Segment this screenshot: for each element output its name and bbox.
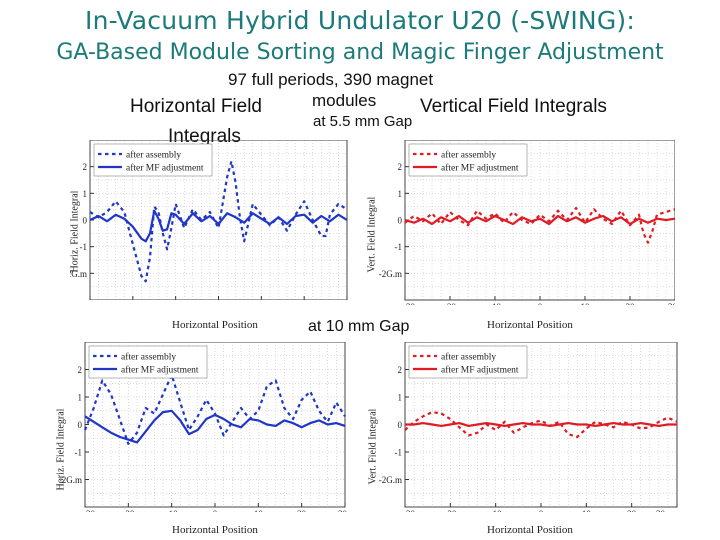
x-tick-label: 20 — [627, 509, 637, 512]
y-tick-label: 2 — [398, 162, 403, 172]
x-tick-label: -10 — [489, 302, 501, 305]
page-title: In-Vacuum Hybrid Undulator U20 (-SWING): — [85, 6, 635, 35]
series-line-after-mf-adjustment — [404, 214, 675, 226]
chart-v55: 210-1-2G.m-30mm-20-100102030after assemb… — [379, 140, 675, 305]
series-line-after-assembly — [89, 160, 348, 283]
x-tick-label: 30 — [338, 509, 348, 512]
y-tick-label: 1 — [83, 189, 88, 199]
y-tick-label: -1 — [80, 242, 88, 252]
x-tick-label: -30mm — [83, 509, 109, 512]
y-tick-label: 1 — [398, 393, 403, 403]
x-tick-label: -20 — [444, 302, 456, 305]
y-tick-label: -2G.m — [70, 269, 87, 279]
periods-note: 97 full periods, 390 magnet — [228, 70, 434, 89]
x-tick-label: 0 — [213, 509, 218, 512]
h10-xlabel: Horizontal Position — [172, 524, 258, 536]
y-tick-label: 2 — [398, 365, 403, 375]
x-tick-label: -30 — [403, 509, 415, 512]
y-tick-label: 0 — [398, 216, 403, 226]
x-tick-label: 0 — [539, 509, 544, 512]
legend-label: after assembly — [126, 150, 181, 161]
chart-h55: 210-1-2G.m-30mm-20-100102030after assemb… — [70, 140, 348, 300]
legend-label: after MF adjustment — [441, 365, 519, 376]
left-heading-line2: Integrals — [168, 126, 241, 147]
legend-label: after MF adjustment — [121, 365, 199, 376]
y-tick-label: -1 — [395, 448, 403, 458]
y-tick-label: -1 — [75, 448, 83, 458]
y-tick-label: -2G.m — [379, 269, 402, 279]
x-tick-label: 10 — [582, 509, 592, 512]
v10-ylabel: Vert. Field Integral — [367, 408, 379, 485]
x-tick-label: 20 — [626, 302, 636, 305]
series-line-after-mf-adjustment — [405, 422, 677, 427]
legend-label: after assembly — [121, 352, 176, 363]
series-line-after-mf-adjustment — [84, 409, 346, 444]
y-tick-label: 1 — [78, 393, 83, 403]
y-tick-label: 2 — [78, 365, 83, 375]
x-tick-label: 10 — [254, 509, 263, 512]
x-tick-label: -30mm — [403, 302, 429, 305]
y-tick-label: 0 — [78, 420, 83, 430]
h55-ylabel: Horiz. Field Integral — [69, 190, 81, 273]
x-tick-label: 30 — [668, 302, 675, 305]
v55-xlabel: Horizontal Position — [487, 319, 573, 331]
legend-box — [408, 345, 528, 379]
series-line-after-mf-adjustment — [89, 209, 348, 243]
y-tick-label: -2G.m — [379, 475, 402, 485]
x-tick-label: 10 — [581, 302, 591, 305]
left-heading-line1: Horizontal Field — [130, 96, 262, 117]
v10-xlabel: Horizontal Position — [487, 524, 573, 536]
legend-box — [93, 143, 213, 177]
x-tick-label: -10 — [490, 509, 502, 512]
gap-label-5-5: at 5.5 mm Gap — [313, 113, 413, 130]
legend-label: after assembly — [441, 150, 496, 161]
y-tick-label: 0 — [83, 216, 88, 226]
legend-label: after MF adjustment — [441, 163, 519, 174]
legend-box — [88, 345, 208, 379]
legend-label: after MF adjustment — [126, 163, 204, 174]
page-subtitle: GA-Based Module Sorting and Magic Finger… — [56, 40, 664, 65]
gap-label-10: at 10 mm Gap — [308, 318, 410, 335]
modules-note: modules — [312, 91, 377, 110]
right-heading: Vertical Field Integrals — [420, 96, 607, 117]
h10-ylabel: Horiz. Field Integral — [55, 408, 67, 491]
x-tick-label: -20 — [122, 509, 134, 512]
series-line-after-assembly — [83, 373, 346, 445]
y-tick-label: -2G.m — [60, 475, 82, 485]
x-tick-label: -10 — [166, 509, 178, 512]
x-tick-label: 0 — [538, 302, 543, 305]
legend-box — [408, 143, 528, 177]
y-tick-label: 2 — [83, 162, 88, 172]
x-tick-label: 30mm — [656, 509, 679, 512]
x-tick-label: 20 — [297, 509, 307, 512]
chart-h10: 210-1-2G.m-30mm-20-100102030after assemb… — [60, 342, 348, 512]
legend-label: after assembly — [441, 352, 496, 363]
y-tick-label: -1 — [395, 242, 403, 252]
h55-xlabel: Horizontal Position — [172, 319, 258, 331]
y-tick-label: 0 — [398, 420, 403, 430]
series-line-after-assembly — [404, 206, 675, 244]
y-tick-label: 1 — [398, 189, 403, 199]
v55-ylabel: Vert. Field Integral — [366, 196, 378, 273]
chart-v10: 210-1-2G.m-30-20-100102030mmafter assemb… — [379, 342, 679, 512]
x-tick-label: -20 — [444, 509, 456, 512]
